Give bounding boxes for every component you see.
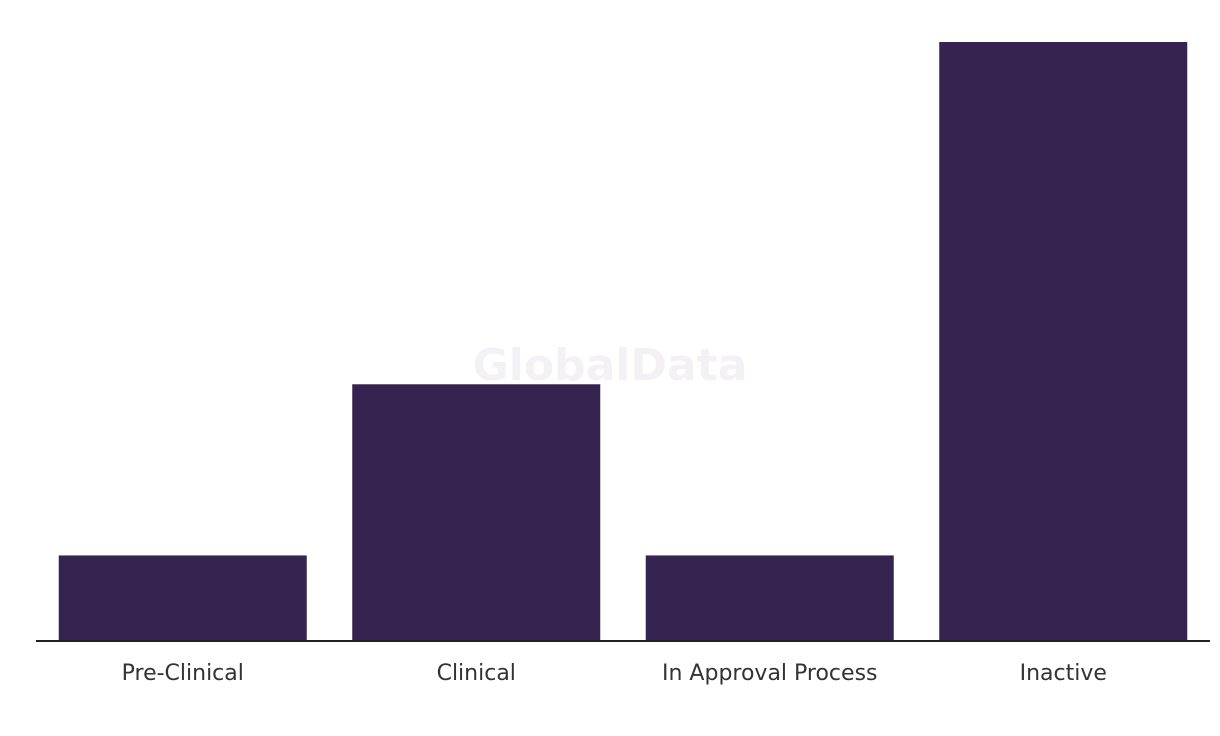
bar [939,42,1188,641]
bar [645,555,894,641]
x-tick-label: Clinical [437,661,516,686]
bar [352,384,601,641]
x-tick-label: Pre-Clinical [122,661,244,686]
watermark: GlobalData [473,340,748,391]
x-tick-label: In Approval Process [662,661,878,686]
x-tick-label: Inactive [1020,661,1107,686]
bar [58,555,307,641]
